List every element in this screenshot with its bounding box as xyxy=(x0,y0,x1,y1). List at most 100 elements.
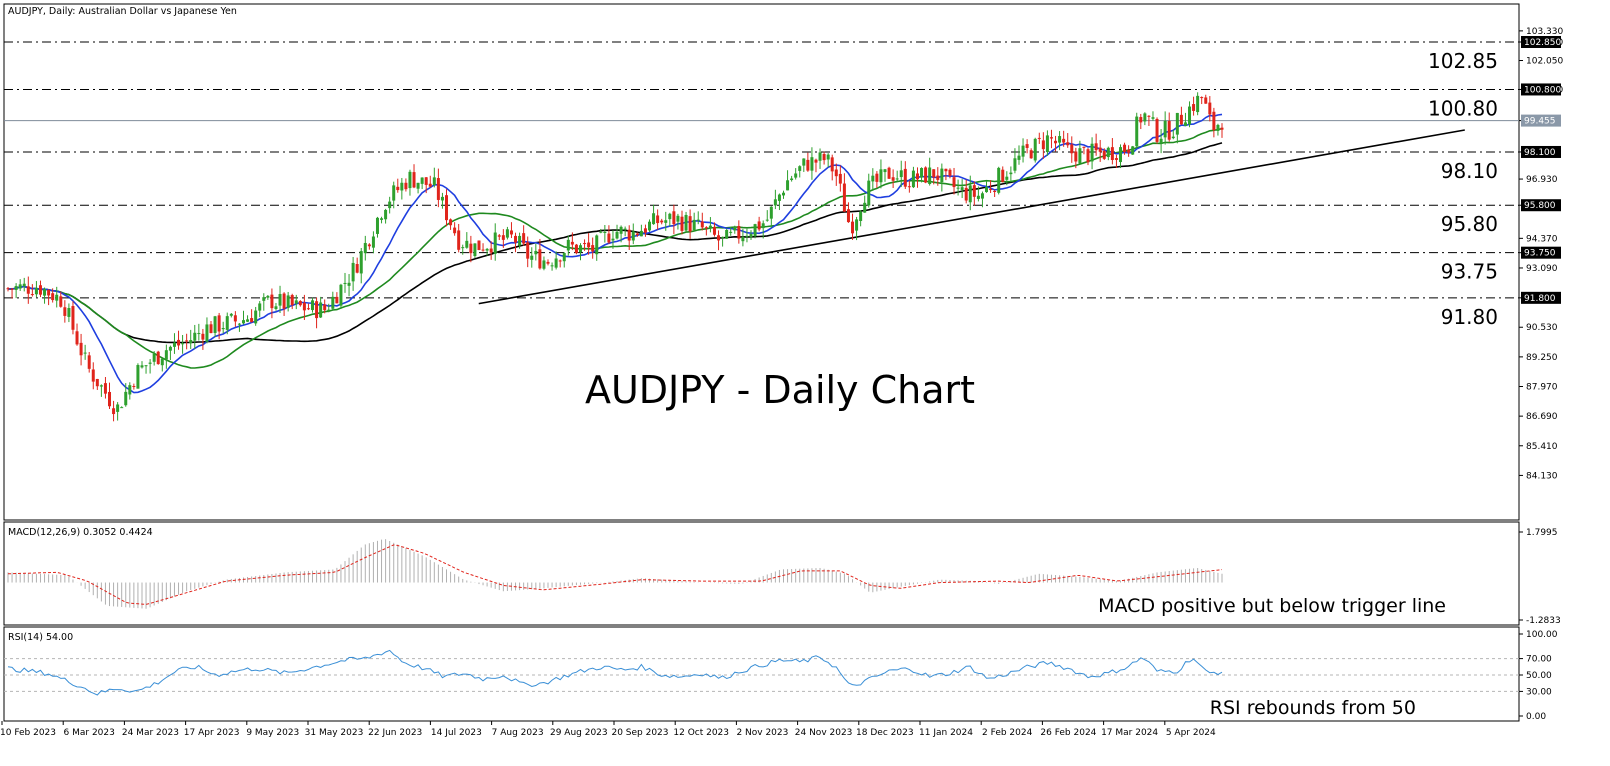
candle-body xyxy=(546,261,550,264)
rsi-tick-label: 50.00 xyxy=(1526,671,1552,681)
candle-body xyxy=(14,286,18,290)
candle-body xyxy=(1192,104,1196,111)
price-tick-label: 103.330 xyxy=(1526,27,1563,37)
candle-body xyxy=(489,248,493,253)
candle-body xyxy=(712,227,716,235)
candle-body xyxy=(412,172,416,188)
candle-body xyxy=(631,231,635,241)
level-tag-label: 93.750 xyxy=(1524,249,1556,259)
candle-body xyxy=(363,242,367,254)
candle-body xyxy=(327,309,331,311)
candle-body xyxy=(1041,140,1045,150)
candle-body xyxy=(936,175,940,180)
price-tick-label: 90.530 xyxy=(1526,323,1558,333)
candle-body xyxy=(944,168,948,172)
candle-body xyxy=(233,315,237,322)
candle-body xyxy=(838,173,842,184)
candle-body xyxy=(863,202,867,213)
candle-body xyxy=(160,358,164,366)
candle-body xyxy=(1123,144,1127,152)
candle-body xyxy=(599,231,603,233)
candle-body xyxy=(266,295,270,298)
date-tick-label: 17 Apr 2023 xyxy=(184,728,240,738)
candle-body xyxy=(108,391,112,407)
candle-body xyxy=(968,185,972,203)
rsi-panel-frame xyxy=(3,626,1520,722)
trendline xyxy=(478,129,1465,305)
rsi-tick-label: 100.00 xyxy=(1526,630,1558,640)
level-tag-label: 91.800 xyxy=(1524,294,1556,304)
candle-body xyxy=(380,218,384,220)
rsi-label: RSI(14) 54.00 xyxy=(8,632,73,643)
date-tick-label: 9 May 2023 xyxy=(246,728,299,738)
candle-body xyxy=(700,221,704,228)
candle-body xyxy=(339,284,343,306)
candle-body xyxy=(168,346,172,351)
rsi-tick-label: 0.00 xyxy=(1526,712,1546,722)
macd-tick-label: 1.7995 xyxy=(1526,528,1558,538)
candle-body xyxy=(400,182,404,191)
candle-body xyxy=(294,300,298,304)
candle-body xyxy=(87,355,91,369)
candle-body xyxy=(461,247,465,249)
candle-body xyxy=(623,228,627,230)
candle-body xyxy=(777,194,781,201)
candle-body xyxy=(1021,145,1025,157)
candle-body xyxy=(952,177,956,188)
candle-body xyxy=(749,234,753,238)
candle-body xyxy=(534,250,538,255)
candle-body xyxy=(1070,144,1074,154)
candle-body xyxy=(672,211,676,225)
candle-body xyxy=(465,240,469,248)
candle-body xyxy=(384,209,388,220)
candle-body xyxy=(717,235,721,241)
candle-body xyxy=(530,255,534,260)
level-tag-label: 102.850 xyxy=(1524,38,1561,48)
candle-body xyxy=(619,226,623,234)
candle-body xyxy=(802,158,806,166)
candle-body xyxy=(505,229,509,238)
candle-body xyxy=(1114,158,1118,160)
candle-body xyxy=(895,178,899,180)
chart-title: AUDJPY - Daily Chart xyxy=(585,368,975,412)
candle-body xyxy=(522,233,526,244)
candle-body xyxy=(940,168,944,183)
level-label: 98.10 xyxy=(1441,159,1498,183)
candle-body xyxy=(428,183,432,187)
level-tag xyxy=(1521,83,1561,96)
candle-body xyxy=(436,178,440,200)
candle-body xyxy=(432,177,436,186)
candle-body xyxy=(30,294,34,296)
candle-body xyxy=(177,339,181,346)
candle-body xyxy=(1139,117,1143,123)
level-tag xyxy=(1521,246,1561,259)
candle-body xyxy=(457,230,461,250)
candle-body xyxy=(1049,137,1053,139)
candle-body xyxy=(643,228,647,233)
candle-body xyxy=(692,219,696,231)
candle-body xyxy=(964,187,968,201)
candle-body xyxy=(985,187,989,193)
rsi-tick-label: 70.00 xyxy=(1526,655,1552,665)
candle-body xyxy=(22,283,26,287)
candle-body xyxy=(1017,155,1021,160)
candle-body xyxy=(112,408,116,415)
candle-body xyxy=(278,294,282,306)
candle-body xyxy=(1066,142,1070,146)
candle-body xyxy=(103,383,107,394)
candle-body xyxy=(359,251,363,274)
candle-body xyxy=(1216,124,1220,131)
candle-body xyxy=(440,196,444,201)
level-label: 93.75 xyxy=(1441,260,1498,284)
candle-body xyxy=(786,180,790,191)
candle-body xyxy=(538,249,542,269)
candle-body xyxy=(668,213,672,220)
candle-body xyxy=(660,220,664,223)
candle-body xyxy=(241,320,245,324)
date-tick-label: 31 May 2023 xyxy=(305,728,364,738)
candle-body xyxy=(518,235,522,246)
candle-body xyxy=(10,288,14,290)
candle-body xyxy=(566,239,570,251)
candle-body xyxy=(1183,122,1187,126)
